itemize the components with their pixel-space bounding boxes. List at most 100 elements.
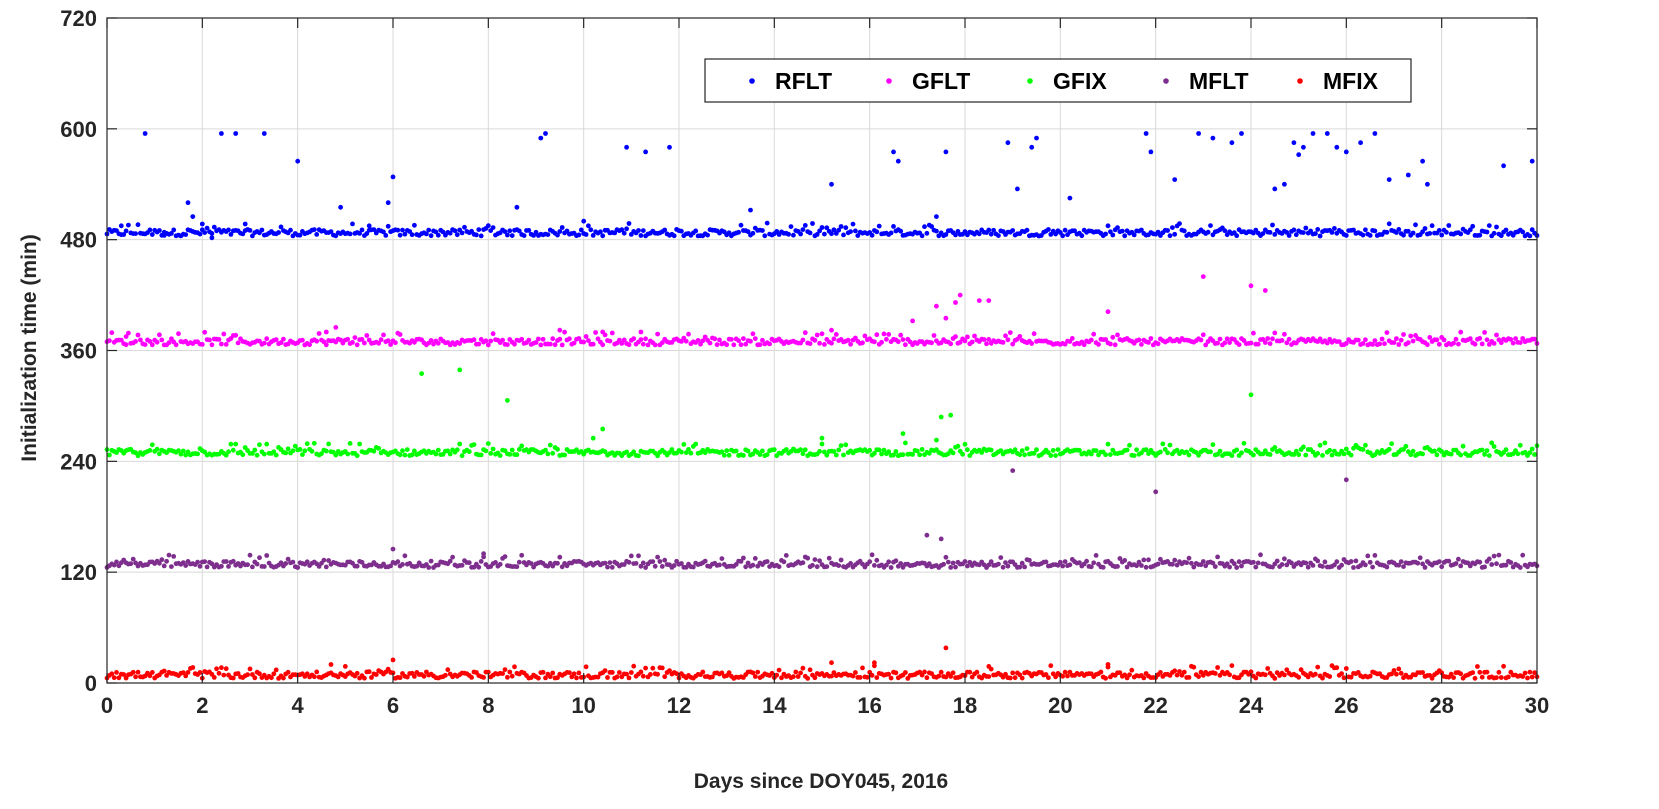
data-point bbox=[1517, 442, 1523, 448]
data-point bbox=[895, 339, 901, 345]
data-point-outlier bbox=[161, 229, 167, 235]
data-point bbox=[223, 666, 229, 672]
data-point bbox=[1427, 231, 1433, 236]
data-point bbox=[400, 227, 405, 233]
data-point bbox=[1498, 675, 1504, 680]
data-point bbox=[195, 559, 201, 565]
data-point bbox=[1436, 228, 1442, 233]
data-point bbox=[1515, 451, 1521, 457]
data-point bbox=[700, 338, 706, 344]
data-point bbox=[798, 670, 803, 676]
data-point bbox=[285, 669, 291, 675]
data-point bbox=[776, 667, 782, 673]
data-point-outlier bbox=[953, 300, 958, 305]
data-point bbox=[679, 339, 684, 344]
data-point bbox=[996, 233, 1001, 239]
data-point bbox=[1139, 342, 1144, 347]
data-point bbox=[514, 452, 520, 458]
data-point bbox=[984, 341, 989, 347]
data-point bbox=[681, 442, 687, 447]
data-point bbox=[562, 452, 567, 458]
data-point bbox=[219, 665, 224, 671]
data-point bbox=[264, 441, 270, 447]
data-point-outlier bbox=[910, 318, 915, 324]
data-point bbox=[724, 342, 730, 348]
data-point bbox=[1315, 227, 1321, 232]
data-point bbox=[1251, 559, 1256, 565]
data-point bbox=[1007, 675, 1013, 681]
data-point bbox=[235, 340, 241, 346]
data-point bbox=[485, 223, 491, 229]
data-point bbox=[1532, 452, 1537, 457]
data-point bbox=[1282, 556, 1287, 562]
data-point bbox=[979, 450, 985, 455]
data-point bbox=[953, 564, 958, 570]
data-point bbox=[957, 339, 963, 345]
data-point bbox=[607, 560, 613, 565]
data-point bbox=[810, 221, 815, 226]
data-point-outlier bbox=[233, 131, 239, 136]
data-point bbox=[125, 330, 131, 336]
data-point bbox=[1517, 340, 1523, 345]
data-point bbox=[1360, 341, 1366, 346]
data-point bbox=[509, 673, 515, 679]
data-point bbox=[314, 338, 320, 344]
data-point bbox=[1158, 670, 1163, 675]
data-point bbox=[454, 232, 460, 238]
data-point-outlier bbox=[385, 200, 391, 206]
data-point-outlier bbox=[328, 662, 334, 667]
data-point bbox=[528, 561, 534, 566]
data-point-outlier bbox=[323, 329, 329, 335]
data-point bbox=[1186, 675, 1192, 680]
data-point bbox=[702, 334, 708, 340]
data-point bbox=[950, 670, 956, 676]
data-point bbox=[726, 670, 732, 676]
data-point bbox=[412, 674, 417, 679]
data-point bbox=[250, 672, 255, 677]
data-point-outlier bbox=[1196, 131, 1201, 136]
data-point bbox=[1458, 671, 1464, 677]
data-point bbox=[831, 227, 837, 233]
data-point bbox=[688, 450, 694, 456]
data-point bbox=[1422, 565, 1428, 570]
data-point bbox=[1062, 227, 1068, 233]
data-point bbox=[922, 224, 927, 230]
data-point bbox=[1365, 553, 1371, 559]
data-point bbox=[519, 443, 525, 449]
data-point bbox=[1527, 450, 1533, 456]
data-point bbox=[278, 224, 284, 230]
data-point bbox=[216, 337, 222, 342]
data-point bbox=[1508, 337, 1514, 342]
data-point bbox=[381, 229, 386, 235]
data-point bbox=[1503, 227, 1509, 233]
data-point bbox=[1348, 674, 1354, 680]
data-point-outlier bbox=[295, 158, 301, 164]
data-point bbox=[230, 675, 236, 681]
data-point bbox=[397, 332, 403, 337]
x-tick-label: 16 bbox=[857, 693, 881, 718]
data-point bbox=[240, 231, 246, 237]
data-point bbox=[752, 674, 758, 679]
data-point bbox=[138, 337, 143, 343]
data-point bbox=[1401, 332, 1406, 337]
data-point-outlier bbox=[514, 204, 520, 210]
data-point bbox=[1291, 227, 1297, 233]
data-point bbox=[891, 224, 896, 229]
data-point-outlier bbox=[1029, 144, 1035, 150]
data-point-outlier bbox=[185, 200, 191, 206]
data-point bbox=[1439, 564, 1445, 570]
data-point bbox=[998, 448, 1004, 453]
data-point bbox=[814, 564, 820, 570]
data-point-outlier bbox=[209, 235, 215, 241]
data-point bbox=[1339, 671, 1344, 676]
data-point bbox=[731, 342, 737, 348]
data-point-outlier bbox=[1034, 135, 1039, 141]
data-point bbox=[185, 670, 191, 675]
data-point-outlier bbox=[643, 149, 648, 155]
data-point bbox=[362, 340, 367, 346]
data-point bbox=[409, 232, 415, 238]
data-point bbox=[1117, 670, 1123, 676]
data-point bbox=[1227, 564, 1232, 570]
data-point bbox=[393, 340, 398, 346]
series-gflt bbox=[104, 274, 1540, 348]
